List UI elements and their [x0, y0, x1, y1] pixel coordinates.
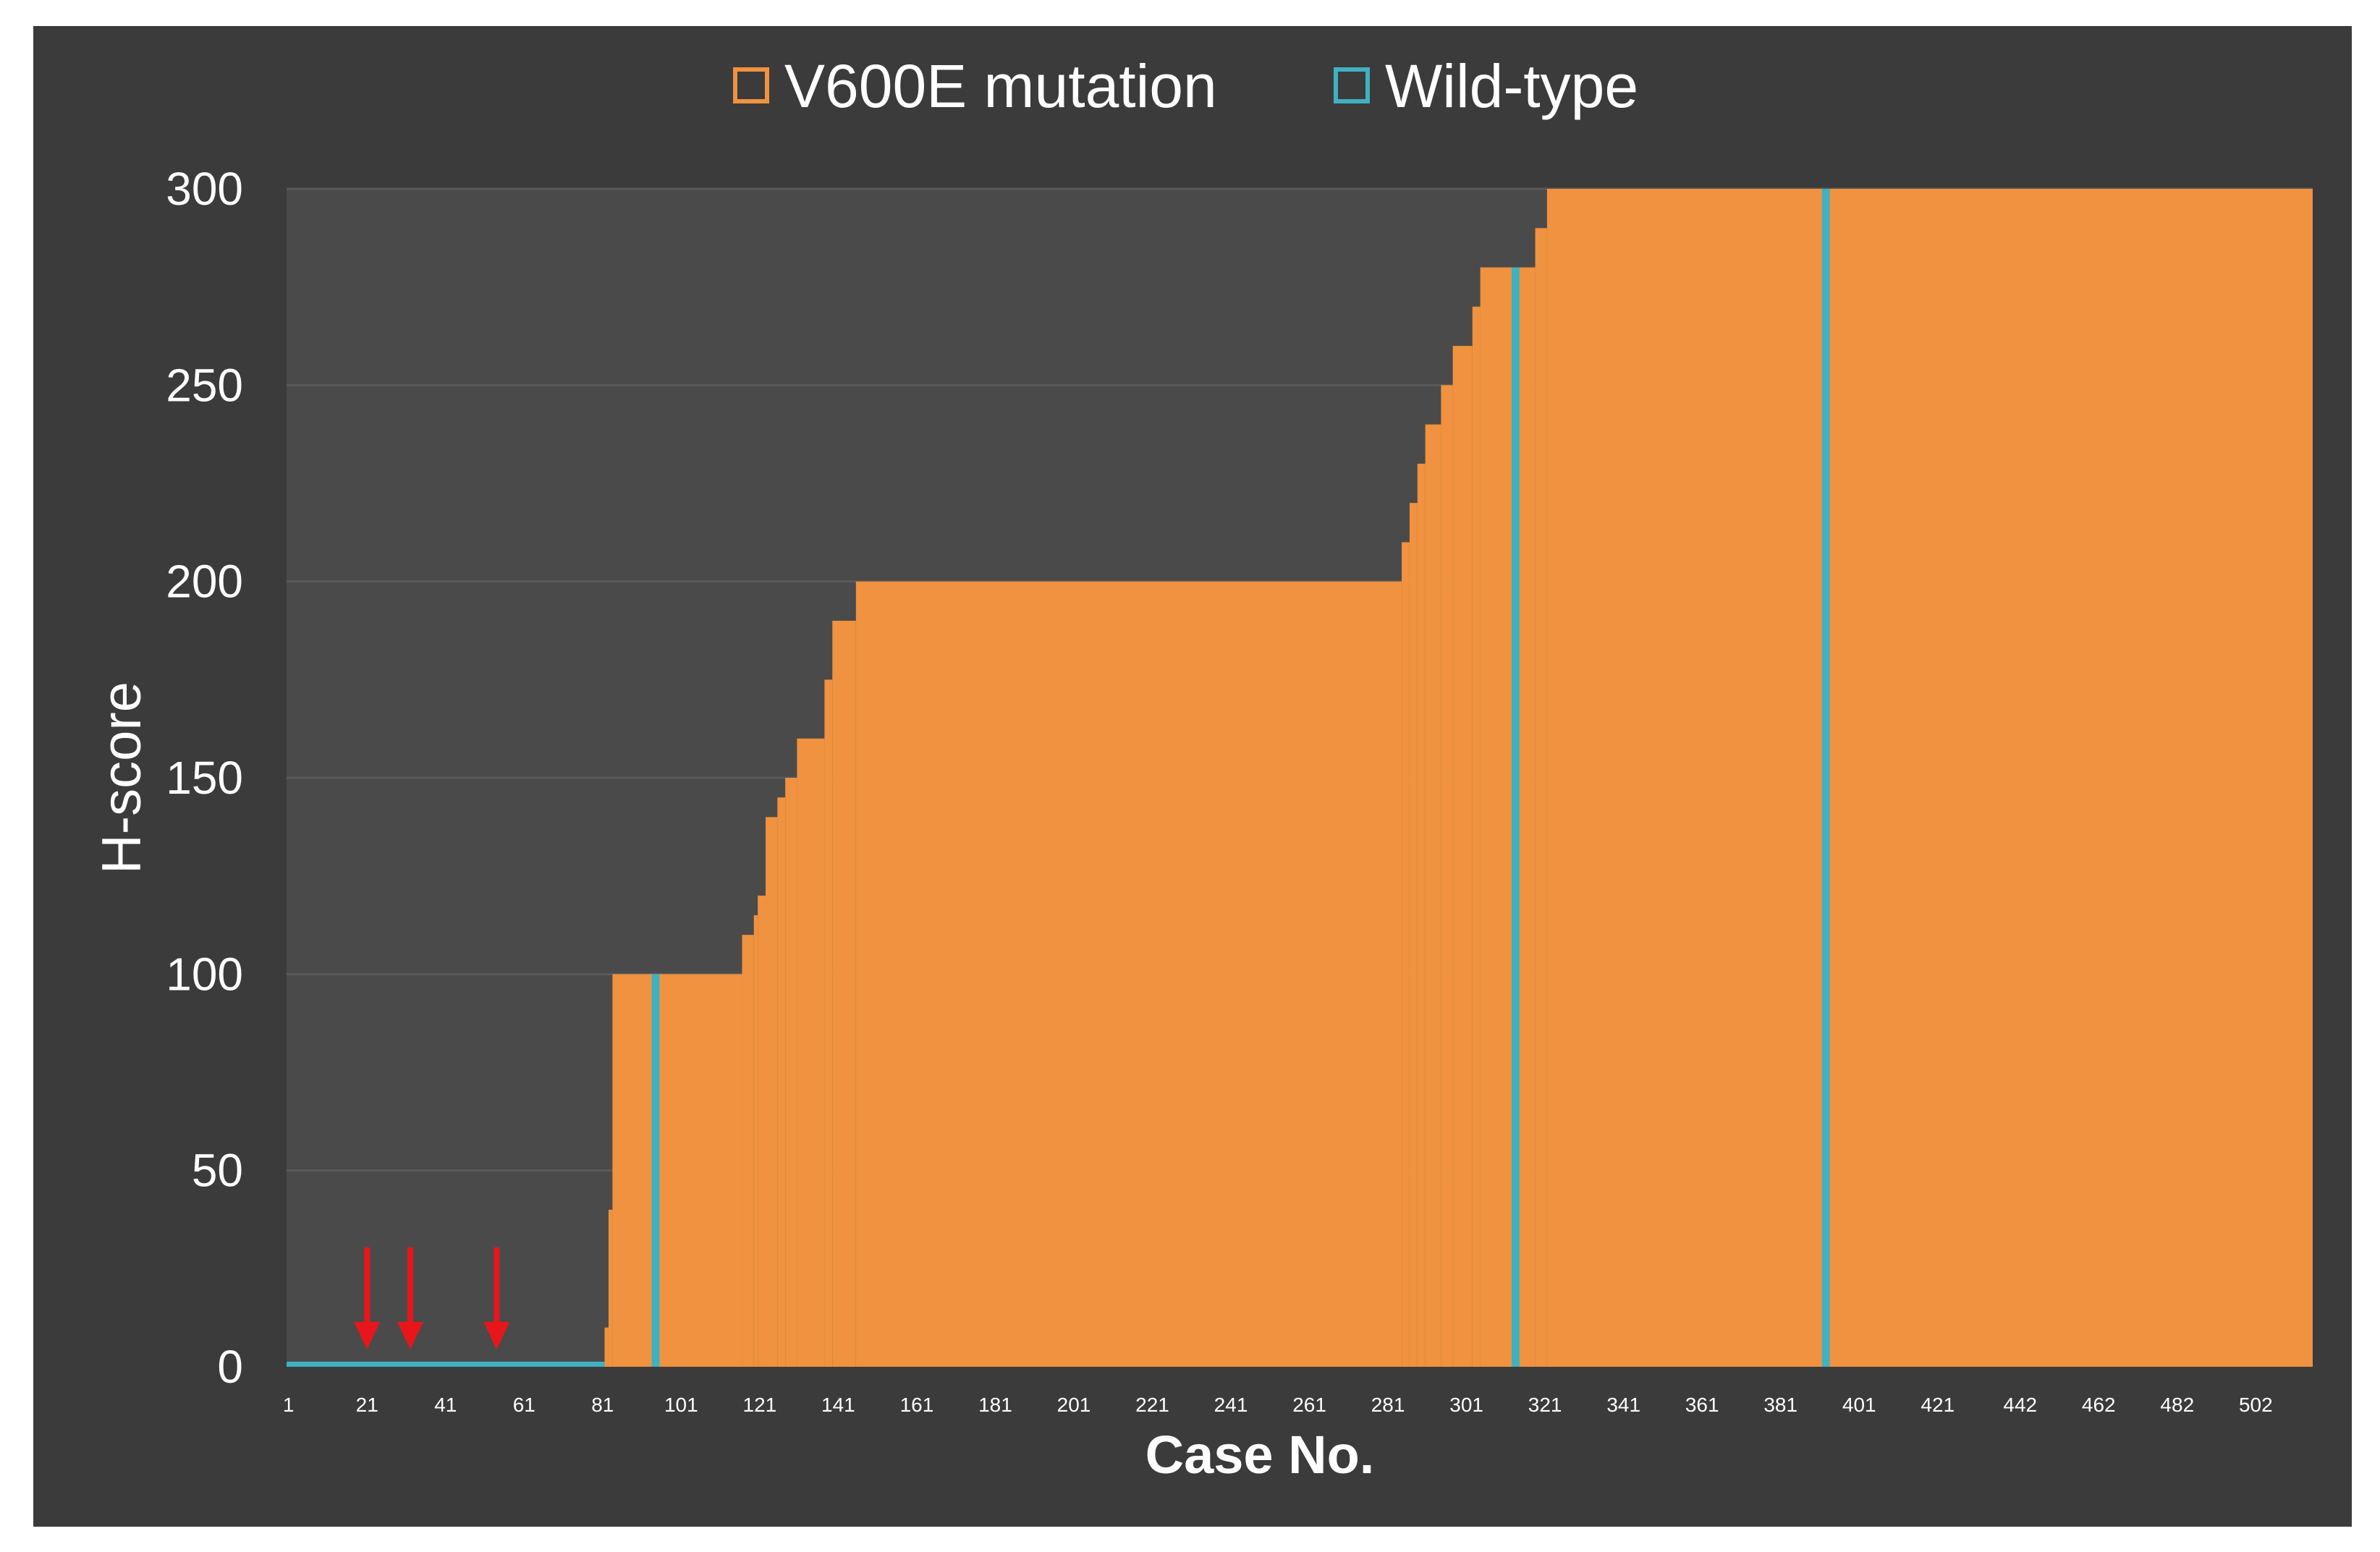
- y-tick-label: 250: [166, 359, 243, 411]
- chart-frame: V600E mutation Wild-type 0 50 100 150 200 250…: [33, 26, 2352, 1527]
- x-tick-label: 482: [2160, 1394, 2194, 1416]
- legend-swatch-mutation: [733, 67, 769, 103]
- x-axis-title: Case No.: [1145, 1425, 1375, 1485]
- mutation-bar: [1546, 189, 2313, 1367]
- mutation-bar: [612, 974, 742, 1367]
- x-tick-label: 261: [1292, 1394, 1326, 1416]
- x-tick-label: 341: [1606, 1394, 1640, 1416]
- mutation-bar: [1409, 503, 1418, 1367]
- mutation-bar: [1417, 463, 1426, 1367]
- legend: V600E mutation Wild-type: [733, 52, 1638, 120]
- wild-type-bar: [287, 1362, 605, 1367]
- y-axis-ticks: 0 50 100 150 200 250 300: [166, 163, 243, 1393]
- arrows: [354, 1247, 510, 1349]
- x-tick-label: 101: [664, 1394, 698, 1416]
- x-tick-label: 21: [356, 1394, 378, 1416]
- x-tick-label: 121: [743, 1394, 777, 1416]
- mutation-bar: [1425, 424, 1441, 1367]
- x-tick-label: 381: [1763, 1394, 1797, 1416]
- x-tick-label: 141: [821, 1394, 855, 1416]
- x-tick-label: 281: [1371, 1394, 1405, 1416]
- x-tick-label: 361: [1685, 1394, 1719, 1416]
- legend-swatch-wild-type: [1334, 67, 1370, 103]
- red-arrow: [483, 1247, 510, 1349]
- y-tick-label: 100: [166, 948, 243, 1000]
- x-tick-label: 181: [978, 1394, 1012, 1416]
- mutation-bar: [1535, 228, 1547, 1367]
- mutation-bar: [608, 1209, 613, 1367]
- x-tick-label: 241: [1214, 1394, 1248, 1416]
- y-tick-label: 300: [166, 163, 243, 215]
- x-tick-label: 41: [434, 1394, 457, 1416]
- x-tick-label: 161: [900, 1394, 934, 1416]
- wild-type-bar: [651, 974, 660, 1367]
- mutation-bar: [797, 738, 825, 1367]
- wild-type-bar: [1821, 189, 1830, 1367]
- mutation-bar: [785, 778, 797, 1367]
- red-arrow: [397, 1247, 423, 1349]
- mutation-bar: [1480, 267, 1536, 1367]
- mutation-bar: [1452, 346, 1473, 1367]
- mutation-bar: [604, 1327, 609, 1367]
- x-tick-label: 201: [1057, 1394, 1091, 1416]
- mutation-bar: [753, 915, 758, 1367]
- mutation-bar: [758, 895, 766, 1367]
- y-tick-label: 0: [217, 1341, 243, 1393]
- wild-type-bars: [287, 189, 1830, 1367]
- red-arrow: [354, 1247, 381, 1349]
- mutation-bar: [1402, 542, 1410, 1367]
- y-axis-title: H-score: [91, 682, 153, 874]
- legend-label-wild-type: Wild-type: [1385, 52, 1638, 120]
- x-tick-label: 421: [1920, 1394, 1955, 1416]
- y-tick-label: 200: [166, 556, 243, 608]
- x-tick-label: 442: [2003, 1394, 2037, 1416]
- mutation-bar: [824, 679, 833, 1367]
- y-tick-label: 50: [192, 1145, 243, 1197]
- y-tick-label: 150: [166, 752, 243, 804]
- x-tick-label: 401: [1842, 1394, 1876, 1416]
- wild-type-bar: [1512, 267, 1520, 1367]
- x-tick-label: 81: [591, 1394, 614, 1416]
- bars: [604, 189, 2313, 1367]
- chart-svg: V600E mutation Wild-type 0 50 100 150 200 250…: [91, 52, 2313, 1485]
- mutation-bar: [742, 935, 754, 1367]
- x-tick-label: 462: [2082, 1394, 2116, 1416]
- x-axis-ticks: 1 21 41 61 81 101 121 141 161 181 201 221 241 261 281 3…: [283, 1394, 2273, 1416]
- x-tick-label: 221: [1135, 1394, 1169, 1416]
- mutation-bar: [777, 797, 786, 1367]
- x-tick-label: 1: [283, 1394, 295, 1416]
- mutation-bar: [1472, 306, 1481, 1367]
- x-tick-label: 321: [1528, 1394, 1562, 1416]
- mutation-bar: [855, 581, 1402, 1367]
- legend-label-mutation: V600E mutation: [784, 52, 1217, 120]
- mutation-bar: [766, 817, 778, 1367]
- mutation-bar: [1441, 385, 1453, 1367]
- x-tick-label: 301: [1449, 1394, 1483, 1416]
- x-tick-label: 502: [2239, 1394, 2273, 1416]
- mutation-bar: [832, 620, 856, 1367]
- x-tick-label: 61: [513, 1394, 535, 1416]
